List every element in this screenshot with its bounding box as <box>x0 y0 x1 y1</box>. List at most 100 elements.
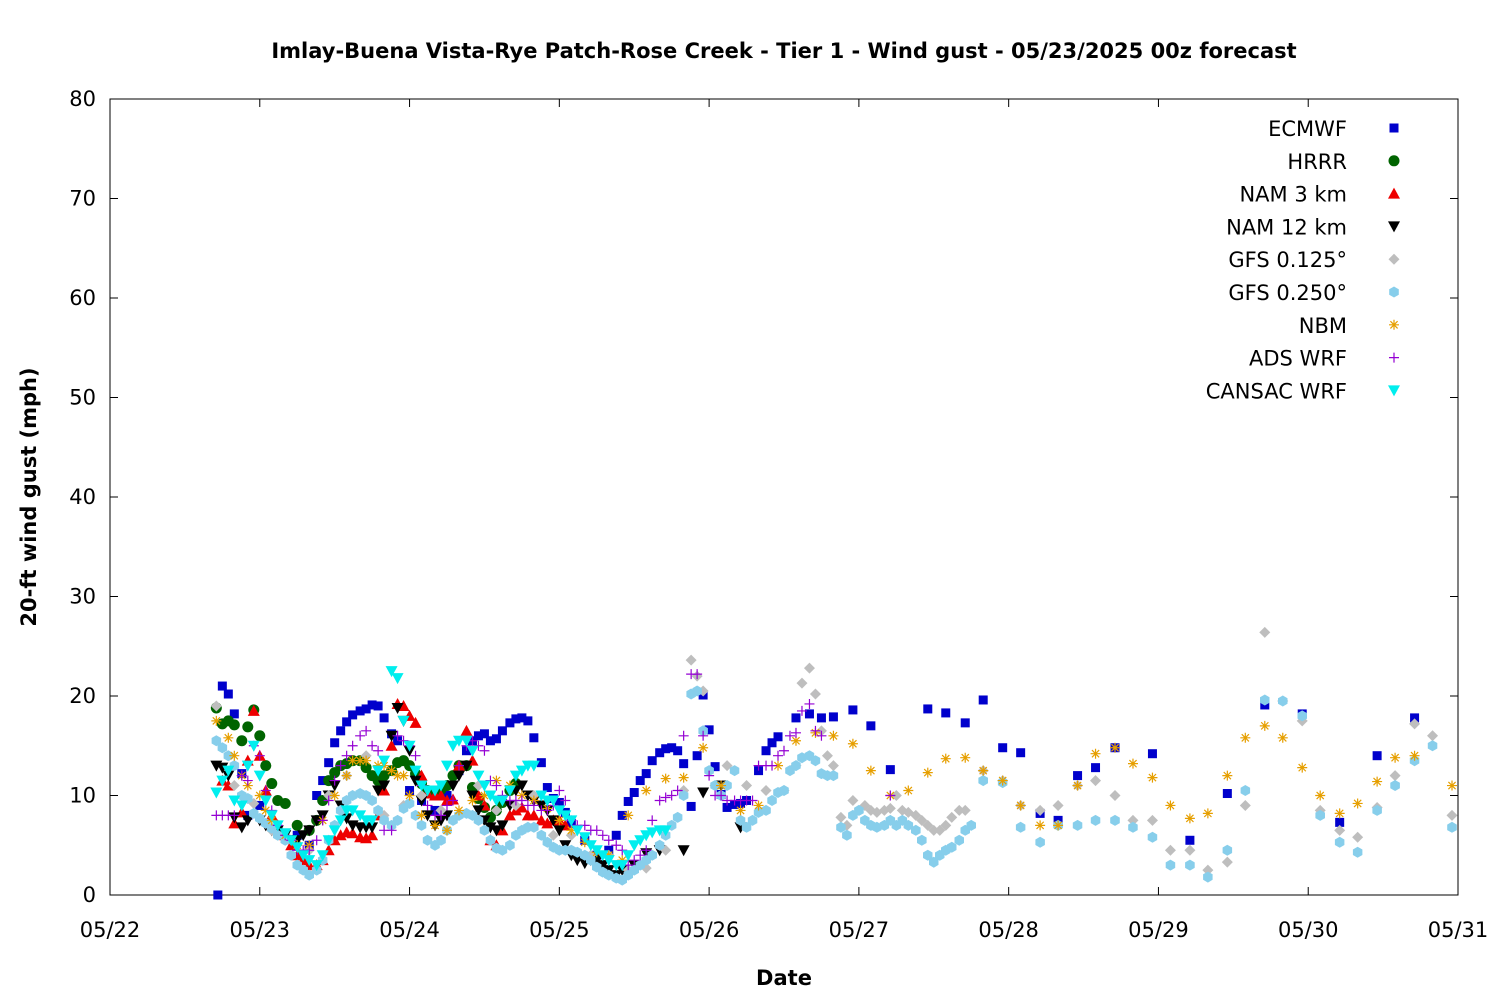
data-point <box>591 825 602 836</box>
data-point <box>386 825 397 836</box>
data-point <box>527 809 540 821</box>
data-point <box>523 716 533 726</box>
data-point <box>529 821 539 833</box>
data-point <box>816 730 827 741</box>
data-point <box>735 814 746 826</box>
data-point <box>903 785 914 796</box>
data-point <box>398 770 409 781</box>
data-point <box>1278 695 1288 707</box>
data-point <box>1090 814 1101 826</box>
data-point <box>547 795 560 807</box>
data-point <box>516 795 527 806</box>
data-point <box>255 800 265 810</box>
data-point <box>303 855 316 867</box>
data-point <box>565 815 578 827</box>
data-point <box>372 785 385 797</box>
x-tick-label: 05/26 <box>679 918 740 942</box>
data-point <box>511 714 521 724</box>
data-point <box>553 805 566 817</box>
y-tick-label: 0 <box>83 883 96 907</box>
data-point <box>346 805 359 817</box>
data-point <box>341 750 352 761</box>
data-point <box>310 860 323 872</box>
data-point <box>1334 836 1345 848</box>
data-point <box>611 840 622 851</box>
data-point <box>484 790 497 802</box>
data-point <box>928 824 940 836</box>
x-tick-label: 05/28 <box>978 918 1039 942</box>
data-point <box>698 742 709 753</box>
data-point <box>590 845 603 857</box>
data-point <box>1390 780 1400 791</box>
data-point <box>836 821 846 833</box>
data-point <box>386 765 397 776</box>
data-point <box>1389 770 1401 782</box>
data-point <box>541 817 554 829</box>
data-point <box>1315 790 1326 801</box>
data-point <box>704 770 715 781</box>
data-point <box>790 727 801 738</box>
data-point <box>303 825 316 837</box>
data-point <box>259 795 272 807</box>
data-point <box>954 834 964 846</box>
data-point <box>254 790 265 801</box>
data-point <box>466 745 479 757</box>
data-point <box>835 811 847 823</box>
data-point <box>641 769 651 779</box>
data-point <box>641 845 652 856</box>
data-point <box>654 795 665 806</box>
data-point <box>760 785 772 797</box>
data-point <box>1128 821 1138 833</box>
data-point <box>854 804 864 816</box>
data-point <box>416 790 428 801</box>
data-point <box>430 820 441 831</box>
data-point <box>1409 718 1421 730</box>
legend-label: ADS WRF <box>1249 347 1347 371</box>
data-point <box>242 775 253 786</box>
data-point <box>348 710 358 720</box>
legend-label: ECMWF <box>1268 117 1347 141</box>
data-point <box>460 735 473 747</box>
y-tick-label: 80 <box>69 87 96 111</box>
data-point <box>391 673 404 685</box>
data-point <box>223 689 233 699</box>
data-point <box>334 815 347 827</box>
data-point <box>416 819 427 831</box>
data-point <box>460 724 473 736</box>
data-point <box>1127 758 1138 769</box>
data-point <box>217 681 227 691</box>
x-axis-label: Date <box>756 966 812 990</box>
data-point <box>885 765 895 775</box>
data-point <box>804 698 815 709</box>
data-point <box>566 825 577 836</box>
data-point <box>373 745 384 756</box>
data-point <box>1409 750 1420 761</box>
data-point <box>360 762 372 774</box>
y-tick-label: 10 <box>69 784 96 808</box>
data-point <box>686 801 696 811</box>
data-point <box>336 726 346 736</box>
data-point <box>228 719 240 731</box>
data-point <box>1165 859 1176 871</box>
data-point <box>586 854 596 866</box>
data-point <box>710 762 720 772</box>
data-point <box>286 849 296 861</box>
data-point <box>236 770 247 781</box>
y-axis: 0 10 20 30 40 50 60 70 80 <box>69 87 1458 907</box>
data-point <box>866 721 876 731</box>
data-point <box>435 780 448 792</box>
data-point <box>436 834 446 846</box>
data-point <box>603 835 614 846</box>
data-point <box>422 800 433 811</box>
data-point <box>978 775 988 787</box>
data-point <box>547 829 559 841</box>
data-point <box>1427 730 1439 742</box>
data-point <box>473 814 484 826</box>
data-point <box>372 765 385 777</box>
data-point <box>473 731 483 741</box>
data-point <box>211 715 222 726</box>
data-point <box>678 730 689 741</box>
data-point <box>790 735 801 746</box>
data-point <box>367 700 377 710</box>
data-point <box>416 810 427 821</box>
